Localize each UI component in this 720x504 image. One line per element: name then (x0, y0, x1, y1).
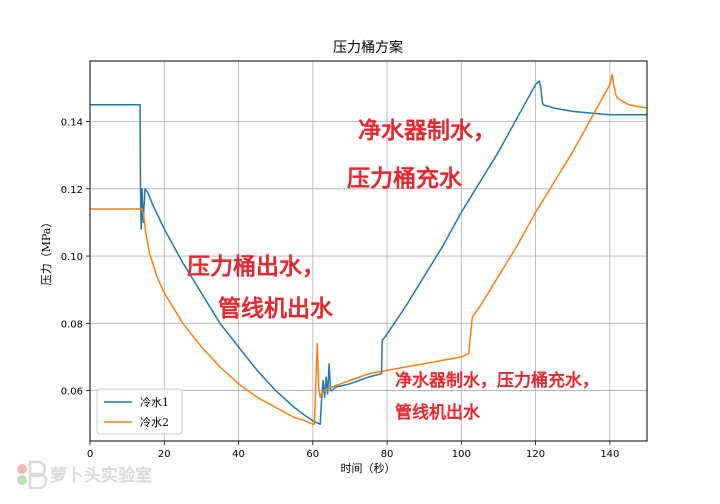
grid-lines (89, 61, 647, 441)
legend-label-series-2: 冷水2 (140, 416, 169, 429)
plot-frame (89, 60, 648, 442)
y-tick-label: 0.08 (61, 319, 83, 330)
annotation-refill: 净水器制水， 压力桶充水 (347, 117, 496, 192)
legend: 冷水1 冷水2 (96, 388, 183, 435)
annotation-both: 净水器制水，压力桶充水， 管线机出水 (395, 370, 599, 423)
y-tick-label: 0.12 (61, 185, 83, 196)
watermark-text: 萝卜头实验室 (50, 465, 152, 486)
chart-title: 压力桶方案 (333, 39, 403, 56)
y-axis-label: 压力（MPa） (40, 217, 53, 286)
y-axis-ticks: 0.06 0.08 0.10 0.12 0.14 (61, 118, 90, 398)
y-tick-label: 0.10 (61, 252, 83, 263)
legend-label-series-1: 冷水1 (140, 396, 169, 409)
x-tick-label: 60 (306, 449, 319, 460)
x-tick-label: 140 (600, 449, 619, 460)
series-lines (90, 73, 648, 425)
annotation-both-line2: 管线机出水 (395, 402, 481, 423)
watermark: 萝卜头实验室 (17, 460, 152, 490)
annotation-outflow: 压力桶出水， 管线机出水 (187, 254, 334, 322)
radish-logo-icon (17, 460, 48, 490)
y-tick-label: 0.06 (61, 387, 83, 398)
annotation-both-line1: 净水器制水，压力桶充水， (395, 370, 599, 391)
x-tick-label: 20 (158, 449, 171, 460)
annotation-outflow-line1: 压力桶出水， (187, 254, 325, 280)
annotation-refill-line1: 净水器制水， (358, 117, 496, 144)
x-tick-label: 0 (87, 449, 93, 460)
annotation-refill-line2: 压力桶充水 (347, 165, 463, 192)
x-tick-label: 100 (452, 449, 471, 460)
x-axis-ticks: 0 20 40 60 80 100 120 140 (87, 441, 619, 460)
x-axis-label: 时间（秒） (341, 461, 396, 475)
y-tick-label: 0.14 (61, 118, 83, 129)
annotation-outflow-line2: 管线机出水 (218, 295, 334, 322)
x-tick-label: 120 (526, 449, 545, 460)
series-line-1 (90, 80, 647, 425)
x-tick-label: 40 (232, 449, 245, 460)
x-tick-label: 80 (381, 449, 394, 460)
series-line-2 (90, 73, 648, 425)
